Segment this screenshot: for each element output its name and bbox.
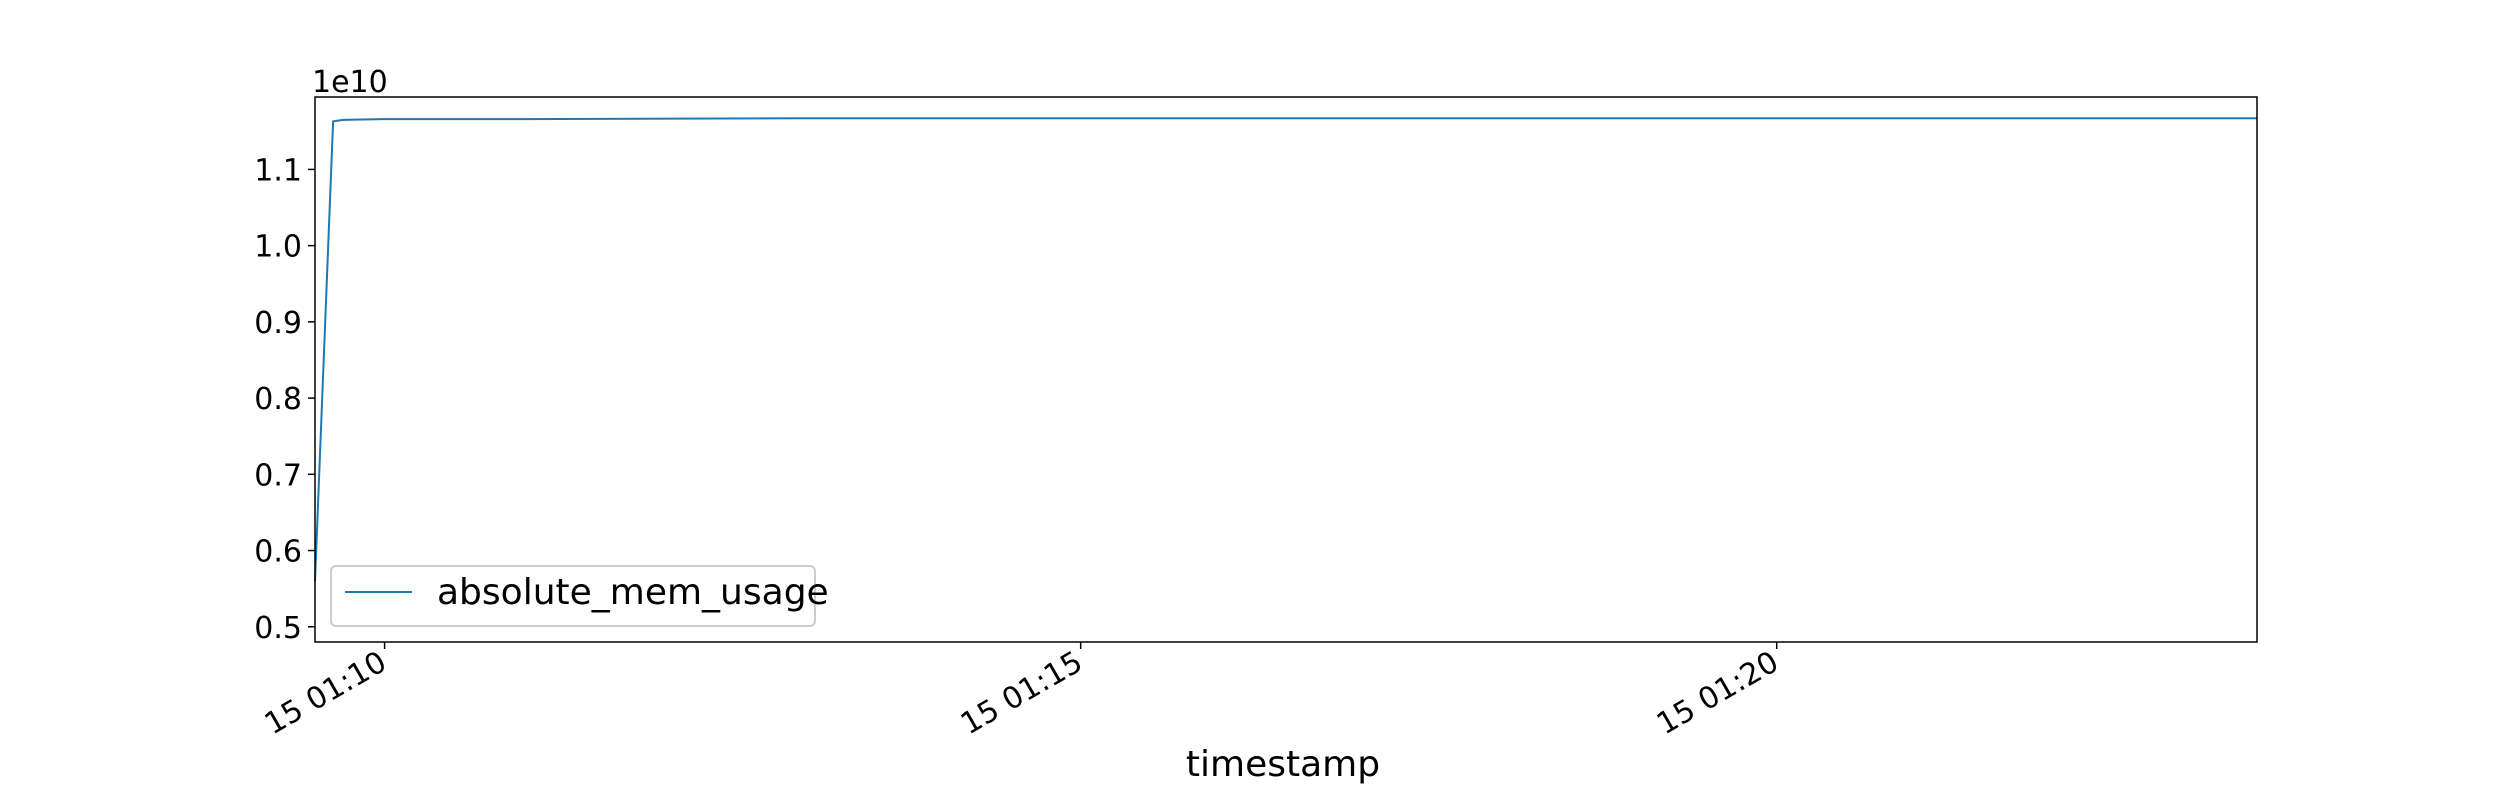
y-offset-label: 1e10 xyxy=(312,65,388,100)
y-tick-label: 0.9 xyxy=(254,306,302,341)
plot-frame xyxy=(314,96,2258,643)
x-axis-label: timestamp xyxy=(1186,744,1380,785)
y-tick-label: 0.8 xyxy=(254,382,302,417)
x-tick-label: 15 01:20 xyxy=(1651,645,1785,742)
legend-box xyxy=(330,565,816,627)
y-tick-label: 1.1 xyxy=(254,153,302,188)
y-tick-label: 0.5 xyxy=(254,611,302,646)
plot-area: 0.5 0.6 0.7 0.8 0.9 1.0 1.1 15 01:10 15 01:15 15 … xyxy=(254,96,2258,742)
x-tick-label: 15 01:10 xyxy=(259,645,393,742)
y-tick-label: 0.6 xyxy=(254,535,302,570)
series-line-0 xyxy=(314,117,2257,582)
legend-label: absolute_mem_usage xyxy=(437,572,829,613)
x-tick-label: 15 01:15 xyxy=(955,645,1089,742)
y-tick-label: 0.7 xyxy=(254,458,302,493)
legend: absolute_mem_usage xyxy=(330,565,829,627)
y-tick-label: 1.0 xyxy=(254,230,302,265)
